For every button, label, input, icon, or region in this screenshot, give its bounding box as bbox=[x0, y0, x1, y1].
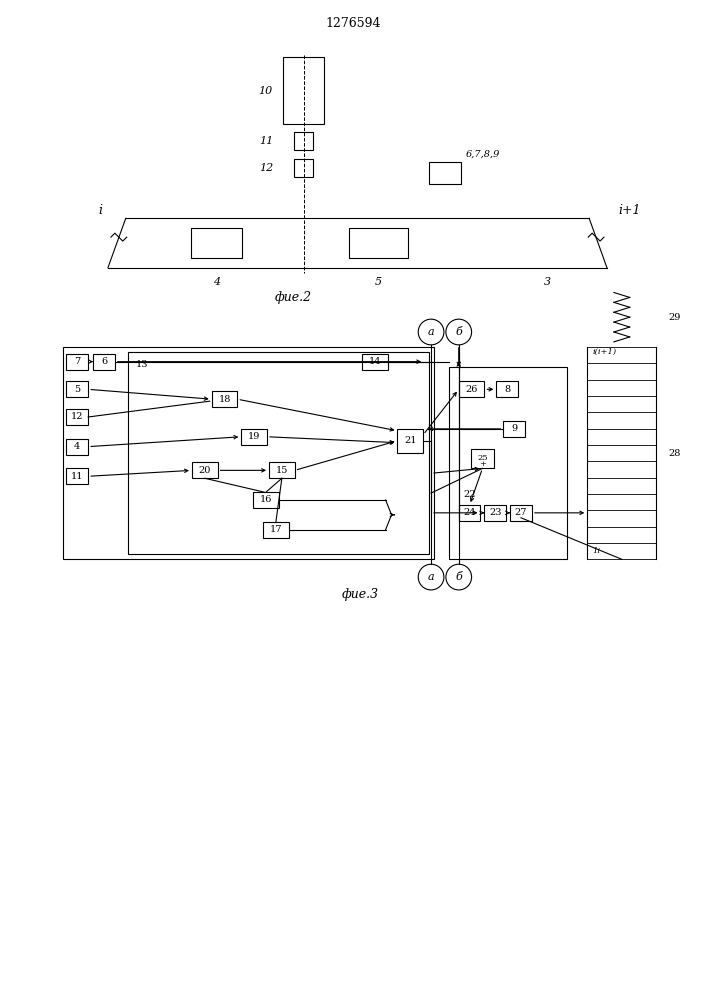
Text: 4: 4 bbox=[74, 442, 81, 451]
Bar bbox=[192, 462, 218, 478]
Bar bbox=[253, 492, 279, 508]
Bar bbox=[496, 381, 518, 397]
Text: 17: 17 bbox=[269, 525, 282, 534]
Text: 18: 18 bbox=[218, 395, 230, 404]
Bar bbox=[283, 57, 325, 124]
Text: 3: 3 bbox=[544, 277, 551, 287]
Text: i(i+1): i(i+1) bbox=[592, 348, 617, 356]
Text: 1276594: 1276594 bbox=[325, 17, 381, 30]
Bar bbox=[397, 429, 423, 453]
Bar bbox=[429, 162, 461, 184]
Text: 23: 23 bbox=[489, 508, 501, 517]
Bar bbox=[263, 522, 288, 538]
Bar bbox=[269, 462, 295, 478]
Text: 29: 29 bbox=[668, 313, 681, 322]
Text: 9: 9 bbox=[511, 424, 517, 433]
Text: 13: 13 bbox=[136, 360, 148, 369]
Bar bbox=[484, 505, 506, 521]
Bar bbox=[471, 449, 494, 468]
Bar bbox=[66, 409, 88, 425]
Bar bbox=[449, 367, 568, 559]
Text: б: б bbox=[455, 327, 462, 337]
Text: 21: 21 bbox=[404, 436, 416, 445]
Bar bbox=[93, 354, 115, 370]
Text: 11: 11 bbox=[71, 472, 83, 481]
Text: 5: 5 bbox=[74, 385, 81, 394]
Bar bbox=[459, 381, 484, 397]
Text: фие.2: фие.2 bbox=[275, 291, 312, 304]
Bar bbox=[349, 228, 409, 258]
Text: 6,7,8,9: 6,7,8,9 bbox=[466, 150, 500, 159]
Bar bbox=[459, 505, 481, 521]
Text: 20: 20 bbox=[199, 466, 211, 475]
Text: 4: 4 bbox=[213, 277, 220, 287]
Bar bbox=[64, 347, 434, 559]
Bar bbox=[66, 354, 88, 370]
Text: 19: 19 bbox=[248, 432, 260, 441]
Bar bbox=[503, 421, 525, 437]
Text: 5: 5 bbox=[375, 277, 382, 287]
Text: 24: 24 bbox=[463, 508, 476, 517]
Text: i+1: i+1 bbox=[619, 204, 641, 217]
Bar bbox=[362, 354, 387, 370]
Text: 14: 14 bbox=[368, 357, 381, 366]
Text: 15: 15 bbox=[276, 466, 288, 475]
Text: 7: 7 bbox=[74, 357, 81, 366]
Text: 28: 28 bbox=[668, 449, 681, 458]
Text: +: + bbox=[479, 460, 486, 468]
Text: 1i: 1i bbox=[592, 547, 600, 555]
Text: i: i bbox=[98, 204, 102, 217]
Bar bbox=[66, 381, 88, 397]
Text: 6: 6 bbox=[101, 357, 107, 366]
Text: фие.3: фие.3 bbox=[341, 588, 378, 601]
Text: 22: 22 bbox=[464, 490, 477, 499]
Bar bbox=[211, 391, 238, 407]
Text: a: a bbox=[428, 572, 434, 582]
Text: 25: 25 bbox=[477, 454, 488, 462]
Text: 12: 12 bbox=[71, 412, 83, 421]
Text: 8: 8 bbox=[504, 385, 510, 394]
Bar bbox=[128, 352, 429, 554]
Text: 12: 12 bbox=[259, 163, 274, 173]
Text: 10: 10 bbox=[258, 86, 272, 96]
Bar bbox=[293, 132, 313, 150]
Bar bbox=[510, 505, 532, 521]
Text: б: б bbox=[455, 572, 462, 582]
Bar bbox=[191, 228, 243, 258]
Bar bbox=[66, 468, 88, 484]
Text: a: a bbox=[428, 327, 434, 337]
Text: 26: 26 bbox=[465, 385, 478, 394]
Bar bbox=[241, 429, 267, 445]
Text: 16: 16 bbox=[260, 495, 272, 504]
Text: 27: 27 bbox=[515, 508, 527, 517]
Text: 11: 11 bbox=[259, 136, 274, 146]
Bar bbox=[293, 159, 313, 177]
Bar bbox=[66, 439, 88, 455]
